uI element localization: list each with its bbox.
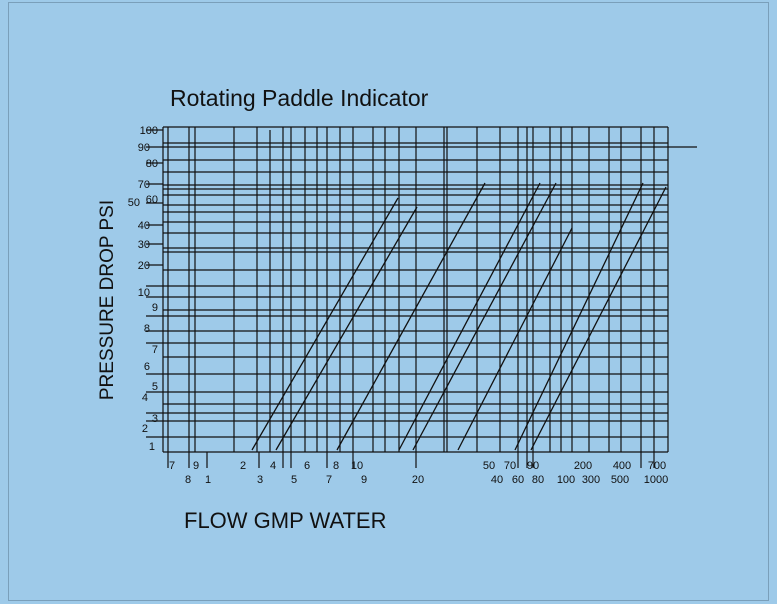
y-axis-label: PRESSURE DROP PSI <box>97 200 118 400</box>
y-tick-label: 7 <box>152 344 158 356</box>
x-tick-label: 80 <box>532 474 544 486</box>
x-tick-label: 300 <box>582 474 600 486</box>
y-tick-label: 60 <box>146 194 158 206</box>
chart-title: Rotating Paddle Indicator <box>170 85 429 111</box>
panel <box>8 2 769 601</box>
flow-line <box>275 206 418 451</box>
x-tick-label: 3 <box>257 474 263 486</box>
x-tick-label: 1000 <box>644 474 668 486</box>
x-tick-label: 100 <box>557 474 575 486</box>
x-axis-label: FLOW GMP WATER <box>184 508 386 533</box>
y-tick-label: 6 <box>144 361 150 373</box>
y-tick-label: 20 <box>138 260 150 272</box>
x-tick-label: 20 <box>412 474 424 486</box>
grid <box>146 126 697 468</box>
flow-line <box>336 182 486 451</box>
x-tick-label: 7 <box>326 474 332 486</box>
y-tick-label: 4 <box>142 392 148 404</box>
x-tick-label: 200 <box>574 460 592 472</box>
x-tick-label: 10 <box>351 460 363 472</box>
y-tick-label: 80 <box>146 158 158 170</box>
y-tick-label: 40 <box>138 220 150 232</box>
x-tick-label: 5 <box>291 474 297 486</box>
flow-line <box>530 186 667 451</box>
x-tick-label: 400 <box>613 460 631 472</box>
x-tick-label: 50 <box>483 460 495 472</box>
flow-line <box>412 182 557 451</box>
flow-line <box>251 197 399 451</box>
x-tick-label: 40 <box>491 474 503 486</box>
x-tick-label: 8 <box>185 474 191 486</box>
y-tick-label: 2 <box>142 423 148 435</box>
y-tick-label: 8 <box>144 323 150 335</box>
x-tick-label: 7 <box>169 460 175 472</box>
x-tick-label: 8 <box>333 460 339 472</box>
x-tick-label: 4 <box>270 460 276 472</box>
y-tick-label: 1 <box>149 441 155 453</box>
y-tick-label: 3 <box>152 413 158 425</box>
x-tick-label: 9 <box>193 460 199 472</box>
flow-line <box>514 182 644 451</box>
x-tick-label: 9 <box>361 474 367 486</box>
y-tick-label: 9 <box>152 302 158 314</box>
x-tick-label: 70 <box>504 460 516 472</box>
y-tick-label: 90 <box>138 142 150 154</box>
x-tick-label: 90 <box>527 460 539 472</box>
x-tick-label: 6 <box>304 460 310 472</box>
y-tick-label: 100 <box>140 125 158 137</box>
flow-line <box>457 227 573 451</box>
x-tick-label: 700 <box>648 460 666 472</box>
x-tick-label: 500 <box>611 474 629 486</box>
y-tick-label: 30 <box>138 239 150 251</box>
y-tick-label: 70 <box>138 179 150 191</box>
y-tick-label: 10 <box>138 287 150 299</box>
x-tick-label: 2 <box>240 460 246 472</box>
flow-line <box>398 182 541 451</box>
x-tick-label: 1 <box>205 474 211 486</box>
y-tick-label: 5 <box>152 381 158 393</box>
y-tick-label: 50 <box>128 197 140 209</box>
flow-lines <box>251 182 667 451</box>
x-tick-label: 60 <box>512 474 524 486</box>
